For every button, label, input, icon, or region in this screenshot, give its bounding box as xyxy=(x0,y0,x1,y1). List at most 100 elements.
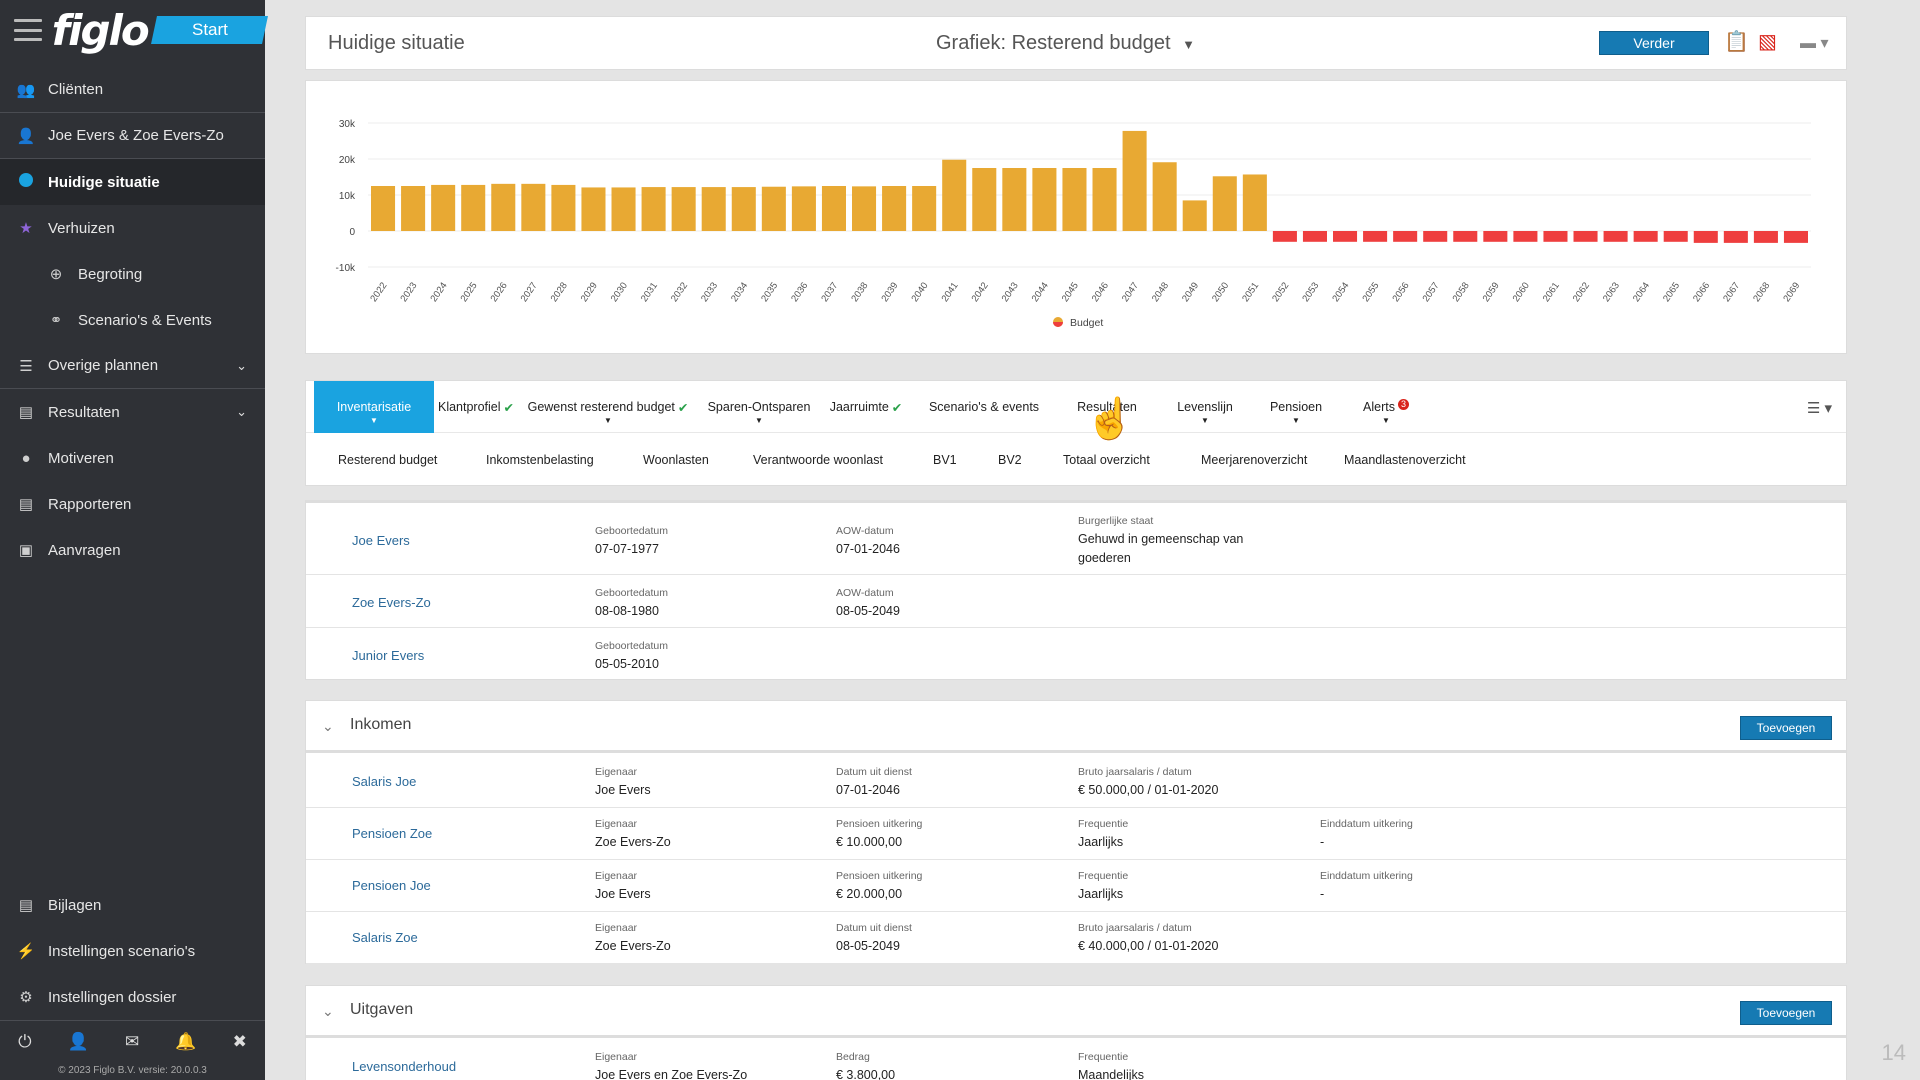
chart-bar xyxy=(1242,174,1267,231)
birthdate-field: Geboortedatum 07-07-1977 xyxy=(595,525,668,556)
chevron-down-icon[interactable]: ⌄ xyxy=(322,718,334,734)
field-f1: Eigenaar Zoe Evers-Zo xyxy=(595,922,671,953)
start-button[interactable]: Start xyxy=(150,16,268,44)
sidebar-item-clienten[interactable]: 👥 Cliënten xyxy=(0,67,265,113)
target-icon: ⊕ xyxy=(49,266,63,283)
inkomen-section: ⌄ Inkomen Toevoegen Salaris Joe Eigenaar J… xyxy=(305,700,1847,964)
chart-bar xyxy=(1272,231,1297,242)
subtab-bv2[interactable]: BV2 xyxy=(998,453,1022,467)
person-name[interactable]: Joe Evers xyxy=(352,533,410,548)
subtab-totaal-overzicht[interactable]: Totaal overzicht xyxy=(1063,453,1150,467)
x-tick-label: 2026 xyxy=(489,280,510,304)
glasses-icon: ⚭ xyxy=(49,312,63,329)
toevoegen-button[interactable]: Toevoegen xyxy=(1740,716,1832,740)
x-tick-label: 2057 xyxy=(1421,280,1442,304)
sidebar-item-overige-plannen[interactable]: ☰ Overige plannen ⌄ xyxy=(0,343,265,389)
power-icon[interactable]: ⏻ xyxy=(18,1031,32,1051)
sidebar-item-instellingen-scenarios[interactable]: ⚡ Instellingen scenario's xyxy=(16,942,196,961)
chart-bar xyxy=(1152,162,1177,231)
sidebar-item-rapporteren[interactable]: ▤ Rapporteren xyxy=(0,481,265,527)
person-row[interactable]: Joe Evers Geboortedatum 07-07-1977 AOW-da… xyxy=(306,503,1846,575)
subtab-meerjarenoverzicht[interactable]: Meerjarenoverzicht xyxy=(1201,453,1308,467)
person-row[interactable]: Junior Evers Geboortedatum 05-05-2010 xyxy=(306,628,1846,680)
safe-icon: ▣ xyxy=(18,542,34,559)
field-f2: Datum uit dienst 07-01-2046 xyxy=(836,766,912,797)
subtab-maandlastenoverzicht[interactable]: Maandlastenoverzicht xyxy=(1344,453,1466,467)
item-name[interactable]: Pensioen Zoe xyxy=(352,826,433,841)
tab-jaarruimte[interactable]: Jaarruimte ✔ xyxy=(829,400,903,415)
list-item[interactable]: Levensonderhoud Eigenaar Joe Evers en Zoe … xyxy=(306,1041,1846,1080)
toevoegen-button[interactable]: Toevoegen xyxy=(1740,1001,1832,1025)
tab-sparen-ontsparen[interactable]: Sparen-Ontsparen ▼ xyxy=(707,400,811,425)
subtab-inkomstenbelasting[interactable]: Inkomstenbelasting xyxy=(486,453,594,467)
sidebar-item-motiveren[interactable]: ● Motiveren xyxy=(0,435,265,481)
chart-bar xyxy=(461,184,486,231)
tab-resultaten[interactable]: Resultaten xyxy=(1077,400,1137,414)
x-tick-label: 2048 xyxy=(1150,280,1171,304)
field-f1: Eigenaar Joe Evers en Zoe Evers-Zo xyxy=(595,1051,748,1080)
chevron-down-icon: ⌄ xyxy=(236,357,247,373)
x-tick-label: 2056 xyxy=(1390,280,1411,304)
sidebar-item-scenarios-events[interactable]: ⚭ Scenario's & Events xyxy=(0,297,265,343)
list-item[interactable]: Salaris Joe Eigenaar Joe Evers Datum uit di… xyxy=(306,756,1846,808)
person-name[interactable]: Zoe Evers-Zo xyxy=(352,595,431,610)
graph-selector[interactable]: Grafiek: Resterend budget ▼ xyxy=(936,32,1196,54)
tab-gewenst-resterend-budget[interactable]: Gewenst resterend budget ✔ ▼ xyxy=(527,400,689,425)
tab-levenslijn[interactable]: Levenslijn ▼ xyxy=(1177,400,1233,425)
x-tick-label: 2053 xyxy=(1300,280,1321,304)
copy-icon[interactable]: 📋 xyxy=(1724,31,1749,53)
subtab-woonlasten[interactable]: Woonlasten xyxy=(643,453,709,467)
list-item[interactable]: Pensioen Joe Eigenaar Joe Evers Pensioen ui… xyxy=(306,860,1846,912)
chart-bar xyxy=(1723,231,1748,243)
tab-scenario-s-events[interactable]: Scenario's & events xyxy=(928,400,1040,414)
x-tick-label: 2027 xyxy=(519,280,540,304)
x-tick-label: 2062 xyxy=(1571,280,1592,304)
sidebar-item-aanvragen[interactable]: ▣ Aanvragen xyxy=(0,527,265,573)
field-f2: Datum uit dienst 08-05-2049 xyxy=(836,922,912,953)
list-item[interactable]: Pensioen Zoe Eigenaar Zoe Evers-Zo Pensioen… xyxy=(306,808,1846,860)
person-name[interactable]: Junior Evers xyxy=(352,648,425,663)
screen-dropdown-icon[interactable]: ▬ ▾ xyxy=(1800,35,1829,52)
sidebar-item-bijlagen[interactable]: ▤ Bijlagen xyxy=(0,882,265,928)
sidebar-item-resultaten[interactable]: ▤ Resultaten ⌄ xyxy=(0,389,265,435)
verder-button[interactable]: Verder xyxy=(1599,31,1709,55)
sidebar-item-huidige-situatie[interactable]: Huidige situatie xyxy=(0,159,265,205)
tab-klantprofiel[interactable]: Klantprofiel ✔ xyxy=(437,400,515,415)
tab-pensioen[interactable]: Pensioen ▼ xyxy=(1269,400,1323,425)
field-f3: Frequentie Jaarlijks xyxy=(1078,870,1129,901)
x-tick-label: 2034 xyxy=(729,280,750,304)
user-icon: 👤 xyxy=(16,127,36,145)
hamburger-menu-icon[interactable] xyxy=(14,19,42,41)
chart-bar xyxy=(1032,168,1057,231)
bell-icon[interactable]: 🔔 xyxy=(175,1031,197,1051)
list-view-icon[interactable]: ☰ ▾ xyxy=(1806,400,1832,417)
tab-alerts[interactable]: Alerts 3 ▼ xyxy=(1346,381,1426,433)
subtab-bv1[interactable]: BV1 xyxy=(933,453,957,467)
list-item[interactable]: Salaris Zoe Eigenaar Zoe Evers-Zo Datum uit… xyxy=(306,912,1846,964)
x-tick-label: 2058 xyxy=(1451,280,1472,304)
mail-icon[interactable]: ✉ xyxy=(124,1031,140,1051)
item-name[interactable]: Salaris Joe xyxy=(352,774,417,789)
chevron-down-icon[interactable]: ⌄ xyxy=(322,1003,334,1019)
sidebar-item-begroting[interactable]: ⊕ Begroting xyxy=(0,251,265,297)
pdf-icon[interactable]: ▧ xyxy=(1758,31,1777,53)
tools-icon[interactable]: ✖ xyxy=(232,1031,247,1051)
subtab-verantwoorde-woonlast[interactable]: Verantwoorde woonlast xyxy=(753,453,883,467)
item-name[interactable]: Pensioen Joe xyxy=(352,878,431,893)
y-tick-label: 20k xyxy=(339,155,356,166)
chart-bar xyxy=(1393,231,1418,242)
subtab-resterend-budget[interactable]: Resterend budget xyxy=(338,453,438,467)
x-tick-label: 2063 xyxy=(1601,280,1622,304)
x-tick-label: 2046 xyxy=(1090,280,1111,304)
profile-icon[interactable]: 👤 xyxy=(67,1031,89,1051)
item-name[interactable]: Levensonderhoud xyxy=(352,1059,457,1074)
person-row[interactable]: Zoe Evers-Zo Geboortedatum 08-08-1980 AOW… xyxy=(306,575,1846,628)
chart-bar xyxy=(1002,168,1027,231)
sidebar-item-verhuizen[interactable]: ★ Verhuizen xyxy=(0,205,265,251)
sidebar-item-dossier[interactable]: 👤 Joe Evers & Zoe Evers-Zo xyxy=(0,113,265,159)
tab-inventarisatie[interactable]: Inventarisatie ▼ xyxy=(314,381,434,433)
item-name[interactable]: Salaris Zoe xyxy=(352,930,418,945)
chart-bar xyxy=(551,184,576,231)
marital-status-field: Burgerlijke staat Gehuwd in gemeenschap v… xyxy=(1078,515,1244,565)
sidebar-item-instellingen-dossier[interactable]: ⚙ Instellingen dossier xyxy=(0,974,265,1020)
